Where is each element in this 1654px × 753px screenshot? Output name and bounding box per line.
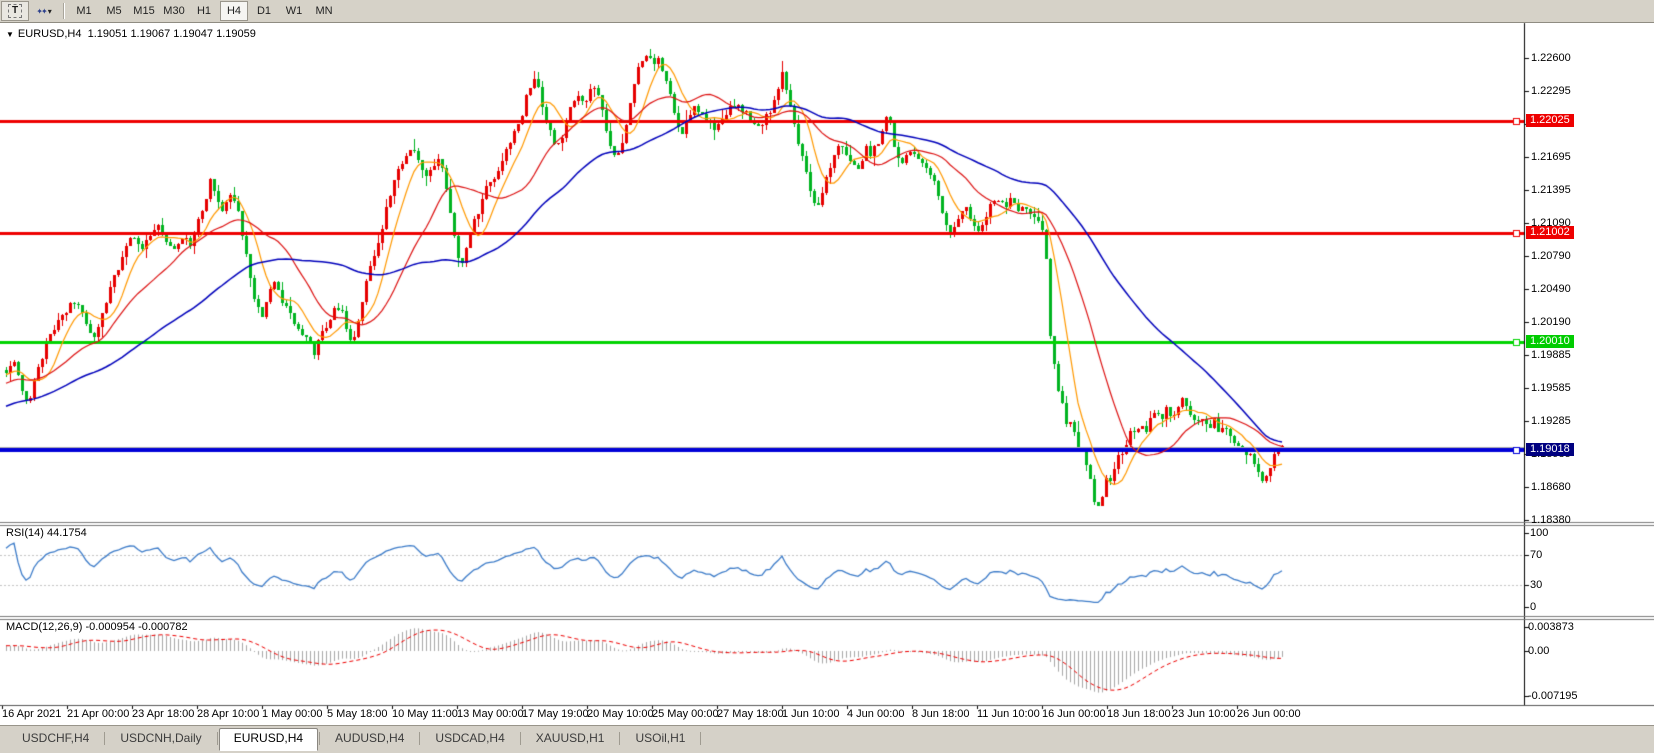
tab-separator: [619, 732, 621, 745]
symbol-tab-audusd[interactable]: AUDUSD,H4: [335, 731, 405, 745]
toolbar-separator: [63, 3, 64, 19]
timeframe-button-m1[interactable]: M1: [76, 5, 92, 17]
timeframe-button-m30[interactable]: M30: [163, 5, 185, 17]
timeframe-group: M1 M5 M15 M30 H1 H4 D1 W1 MN: [69, 1, 339, 21]
tab-separator: [419, 732, 421, 745]
symbol-tab-bar: USDCHF,H4 USDCNH,Daily EURUSD,H4 AUDUSD,H4 U…: [0, 725, 1654, 753]
top-toolbar: T ✦✦ ▾ M1 M5 M15 M30 H1 H4 D1 W1 MN: [0, 0, 1654, 23]
tab-separator: [519, 732, 521, 745]
objects-dropdown-button[interactable]: ✦✦ ▾: [31, 2, 57, 20]
chevron-down-icon: ▾: [47, 6, 52, 16]
text-tool-icon: T: [7, 4, 23, 18]
timeframe-button-w1[interactable]: W1: [285, 5, 303, 17]
symbol-tab-eurusd[interactable]: EURUSD,H4: [218, 728, 319, 751]
text-tool-button[interactable]: T: [1, 1, 29, 21]
timeframe-button-h1[interactable]: H1: [196, 5, 212, 17]
tab-separator: [104, 732, 106, 745]
symbol-tab-usdcnh[interactable]: USDCNH,Daily: [120, 731, 202, 745]
sparkle-icon: ✦✦: [36, 6, 47, 16]
tab-separator: [319, 732, 321, 745]
timeframe-button-mn[interactable]: MN: [315, 5, 333, 17]
tab-separator: [216, 732, 218, 745]
timeframe-button-d1[interactable]: D1: [256, 5, 272, 17]
timeframe-button-m15[interactable]: M15: [133, 5, 155, 17]
tab-separator: [700, 732, 702, 745]
symbol-tab-usoil[interactable]: USOil,H1: [635, 731, 686, 745]
symbol-tab-usdchf[interactable]: USDCHF,H4: [22, 731, 90, 745]
timeframe-button-m5[interactable]: M5: [106, 5, 122, 17]
timeframe-button-h4[interactable]: H4: [220, 1, 248, 21]
symbol-tab-xauusd[interactable]: XAUUSD,H1: [535, 731, 605, 745]
symbol-tab-usdcad[interactable]: USDCAD,H4: [435, 731, 505, 745]
